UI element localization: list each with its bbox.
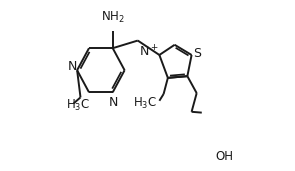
Text: OH: OH <box>215 150 233 163</box>
Text: N: N <box>109 96 118 109</box>
Text: H$_3$C: H$_3$C <box>66 97 90 113</box>
Text: S: S <box>193 47 201 60</box>
Text: H$_3$C: H$_3$C <box>133 96 157 111</box>
Text: N$^+$: N$^+$ <box>139 45 158 60</box>
Text: N: N <box>67 60 77 73</box>
Text: NH$_2$: NH$_2$ <box>101 10 124 25</box>
